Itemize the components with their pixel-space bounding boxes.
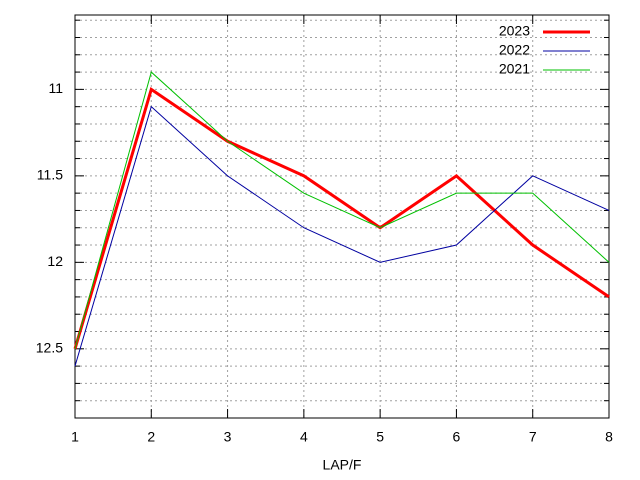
series-line xyxy=(74,105,610,367)
x-tick-label: 1 xyxy=(71,429,79,445)
x-axis-label: LAP/F xyxy=(323,457,362,473)
x-tick-label: 2 xyxy=(147,429,155,445)
plot-frame xyxy=(74,14,610,419)
y-tick-label: 11 xyxy=(48,80,63,96)
y-tick-label: 12 xyxy=(47,253,63,269)
legend-label: 2023 xyxy=(499,23,530,39)
y-tick-label: 11.5 xyxy=(37,167,63,183)
x-tick-label: 7 xyxy=(529,429,537,445)
x-tick-label: 8 xyxy=(605,429,613,445)
series-line xyxy=(74,71,610,349)
x-tick-label: 4 xyxy=(300,429,308,445)
x-tick-label: 3 xyxy=(224,429,232,445)
x-tick-label: 6 xyxy=(453,429,461,445)
y-tick-label: 12.5 xyxy=(36,340,63,356)
x-tick-label: 5 xyxy=(376,429,384,445)
series-line xyxy=(73,86,610,350)
legend-label: 2021 xyxy=(499,61,530,77)
legend-label: 2022 xyxy=(499,42,530,58)
